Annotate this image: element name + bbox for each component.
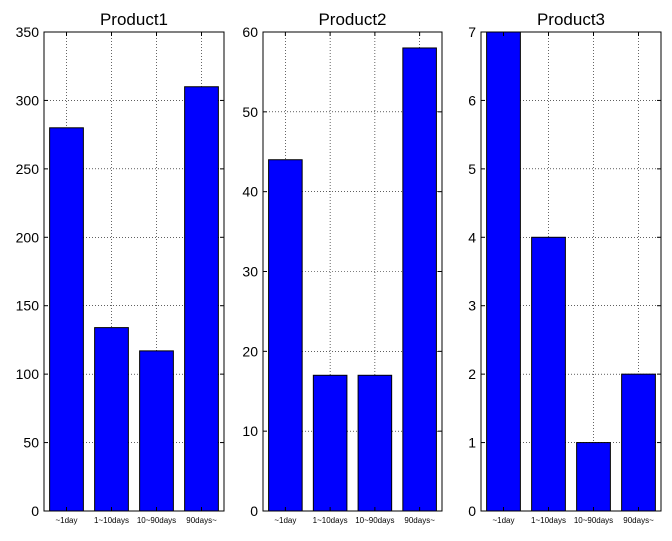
bar-1day [268, 159, 303, 512]
ytick-label: 2 [468, 366, 476, 382]
ytick-label: 40 [242, 184, 258, 200]
ytick-label: 10 [242, 423, 258, 439]
ytick-label: 100 [16, 366, 40, 382]
subplot-title: Product2 [318, 10, 386, 29]
ytick-label: 350 [16, 24, 40, 40]
ytick-label: 300 [16, 92, 40, 108]
bar-10-90days [357, 374, 393, 512]
ytick-label: 0 [31, 503, 39, 519]
xtick-label: ~1day [492, 516, 514, 525]
subplot-product1: Product1 0 50 100 150 200 250 300 350 ~1day 1~10da… [16, 10, 225, 525]
bar-1-10days [312, 374, 348, 512]
ytick-label: 3 [468, 298, 476, 314]
plot-frame [480, 31, 662, 512]
ytick-label: 30 [242, 264, 258, 280]
ytick-label: 250 [16, 161, 40, 177]
xtick-label: 90days~ [186, 516, 217, 525]
xtick-label: 10~90days [137, 516, 176, 525]
subplot-title: Product1 [100, 10, 168, 29]
ytick-label: 1 [468, 435, 476, 451]
ytick-label: 5 [468, 161, 476, 177]
subplot-product2: Product2 0 10 20 30 40 50 60 ~1day 1~10days 10~90d… [242, 10, 443, 525]
bar-10-90days [576, 442, 611, 512]
ytick-label: 4 [468, 229, 476, 245]
ytick-label: 7 [468, 24, 476, 40]
ytick-label: 50 [23, 435, 39, 451]
xtick-label: ~1day [274, 516, 296, 525]
xtick-label: 90days~ [404, 516, 435, 525]
ytick-label: 6 [468, 92, 476, 108]
plot-frame [43, 31, 225, 512]
bar-90days [402, 47, 437, 512]
xtick-label: 90days~ [623, 516, 654, 525]
bar-1day [49, 127, 84, 512]
bar-1-10days [531, 236, 566, 512]
ytick-label: 20 [242, 343, 258, 359]
ytick-label: 60 [242, 24, 258, 40]
bar-1day [486, 31, 521, 512]
xtick-label: 10~90days [574, 516, 613, 525]
bar-1-10days [94, 327, 129, 512]
ytick-label: 0 [250, 503, 258, 519]
subplot-title: Product3 [537, 10, 605, 29]
bar-90days [184, 86, 219, 512]
subplot-product3: Product3 0 1 2 3 4 5 6 7 ~1day 1~10days 10~90days 90… [468, 10, 662, 525]
xtick-label: 1~10days [531, 516, 566, 525]
xtick-label: ~1day [55, 516, 77, 525]
ytick-label: 0 [468, 503, 476, 519]
bar-90days [621, 373, 656, 512]
xtick-label: 10~90days [355, 516, 394, 525]
ytick-label: 150 [16, 298, 40, 314]
xtick-label: 1~10days [313, 516, 348, 525]
ytick-label: 200 [16, 229, 40, 245]
ytick-label: 50 [242, 104, 258, 120]
xtick-label: 1~10days [94, 516, 129, 525]
bar-10-90days [139, 350, 174, 512]
